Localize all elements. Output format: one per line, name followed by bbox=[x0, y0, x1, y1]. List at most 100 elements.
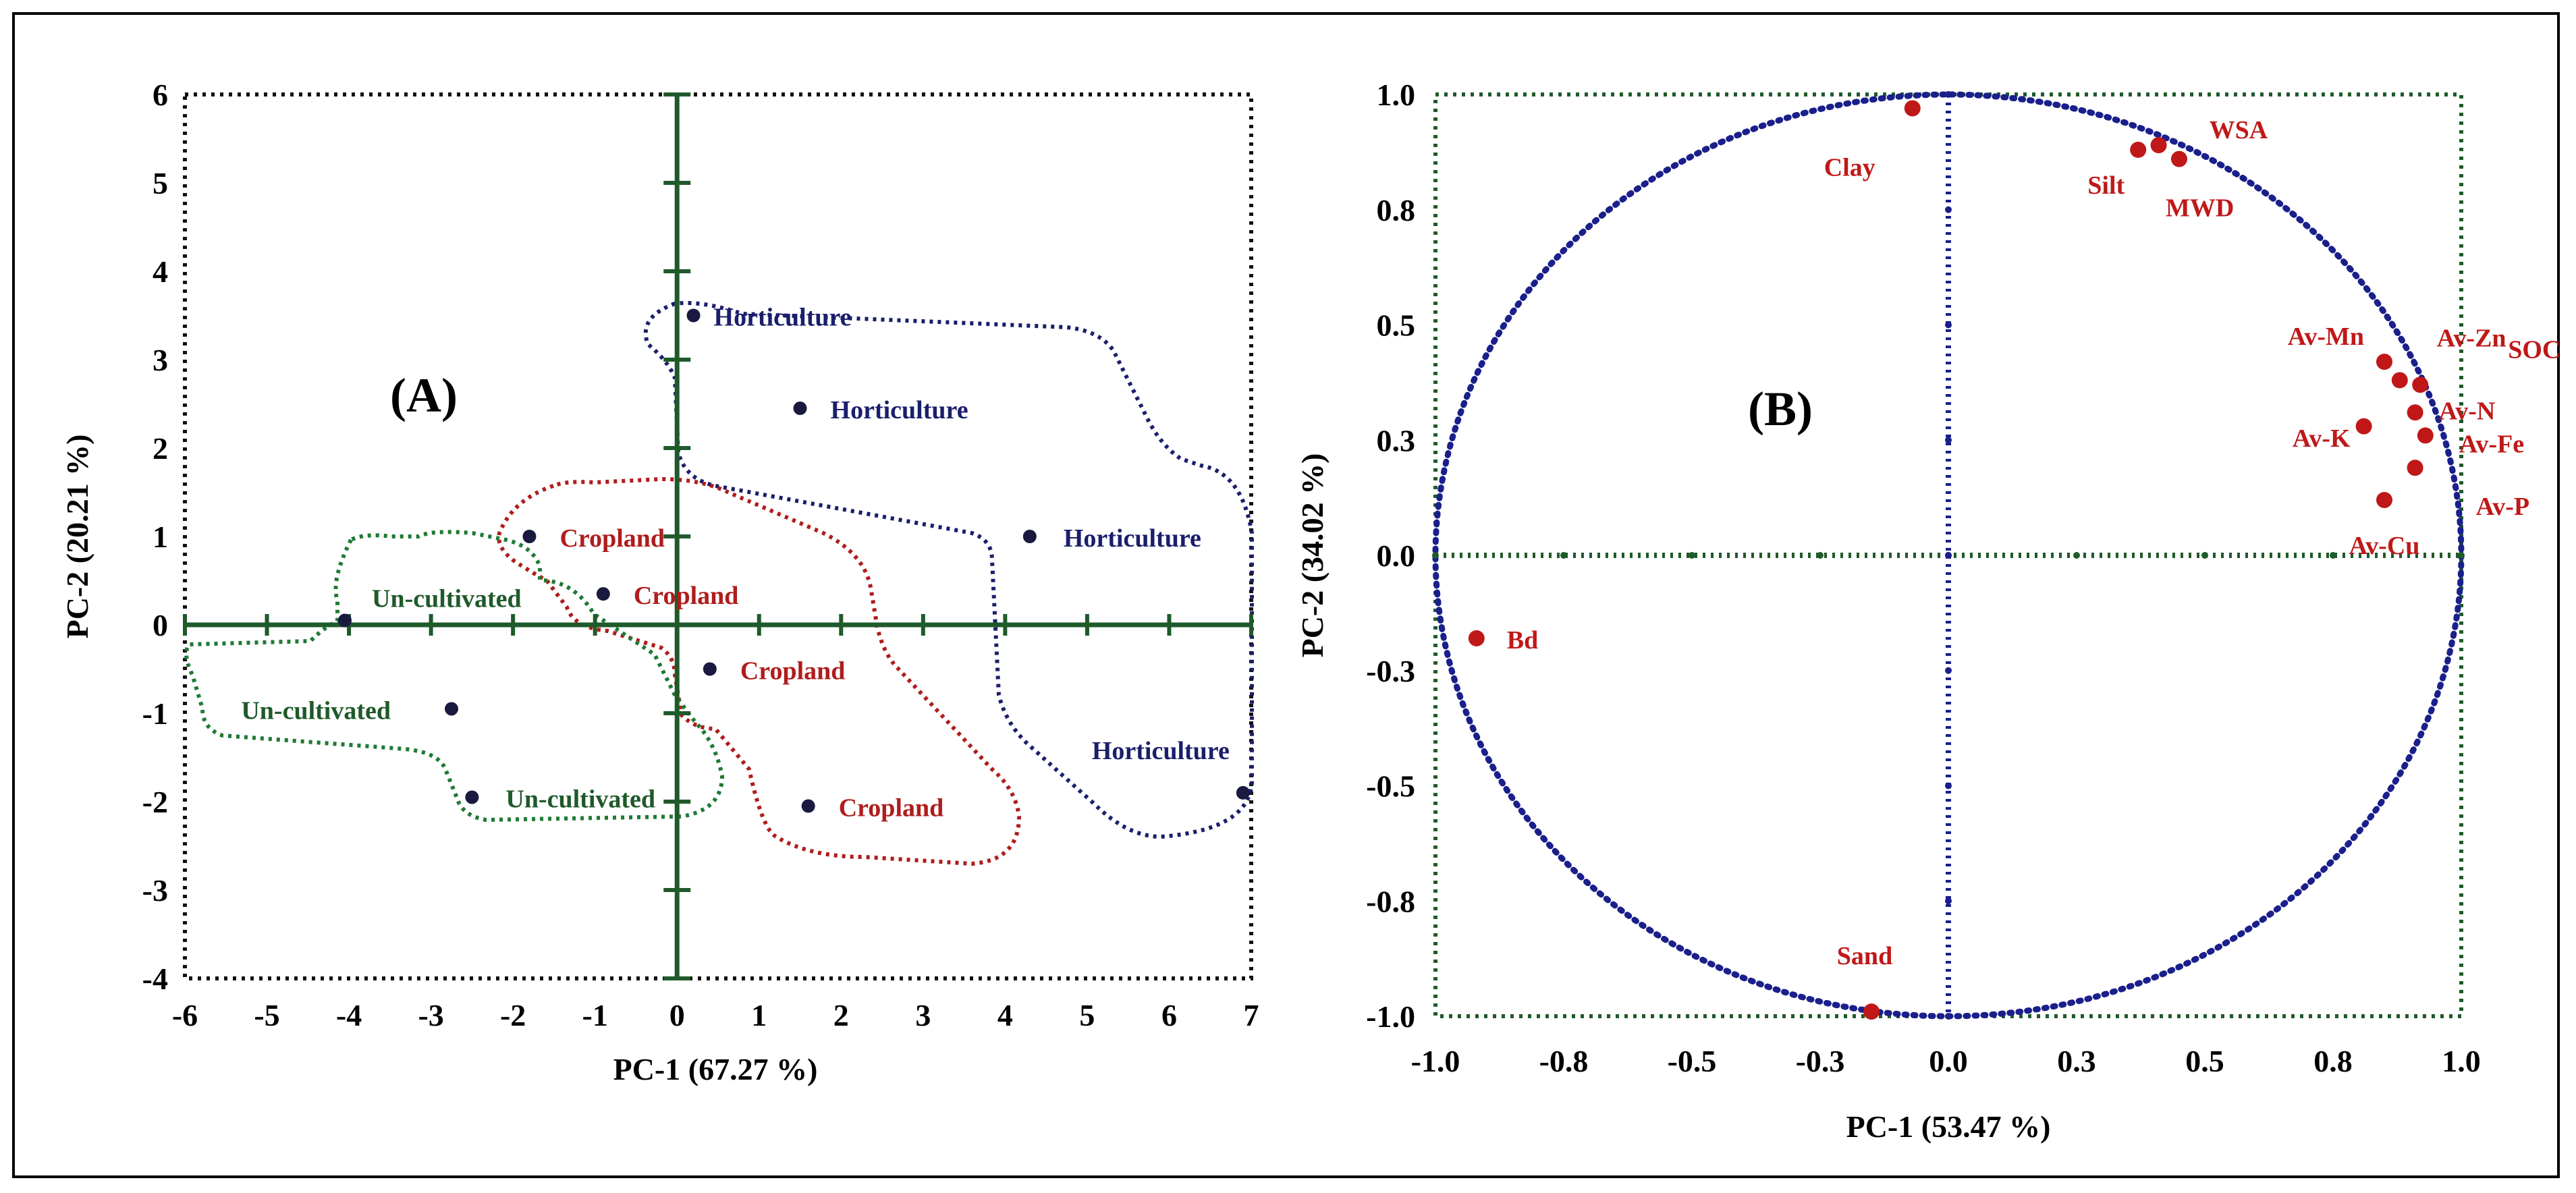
panel-a-score-point bbox=[686, 308, 701, 323]
panel-a-x-tick-label: 4 bbox=[997, 998, 1013, 1032]
panel-b-point-label: Bd bbox=[1507, 626, 1538, 655]
panel-b-x-tick-mark bbox=[1689, 552, 1695, 559]
panel-b-loading-point bbox=[2171, 150, 2187, 167]
panel-b-y-tick-mark bbox=[1945, 897, 1952, 905]
panel-b-loading-point bbox=[2130, 141, 2147, 158]
panel-a-point-label: Cropland bbox=[559, 524, 665, 553]
panel-b-loading-point bbox=[2407, 460, 2423, 476]
panel-a-x-tick-label: 1 bbox=[751, 998, 767, 1032]
panel-a-x-tick-label: -1 bbox=[582, 998, 608, 1032]
panel-b-y-tick-mark bbox=[1945, 782, 1952, 789]
panel-a-y-tick-label: -1 bbox=[142, 696, 168, 731]
panel-a-score-point bbox=[596, 587, 610, 601]
panel-b-y-tick-mark bbox=[1945, 1013, 1952, 1020]
panel-b-x-tick-label: 0.3 bbox=[2057, 1044, 2096, 1078]
panel-b-point-label: Av-Cu bbox=[2349, 532, 2420, 560]
panel-a-point-label: Cropland bbox=[634, 582, 739, 610]
panel-a-score-point bbox=[793, 401, 807, 416]
panel-a-y-tick-label: 4 bbox=[153, 254, 168, 289]
panel-a-y-tick-label: 6 bbox=[153, 78, 168, 112]
panel-b-x-tick-label: 1.0 bbox=[2442, 1044, 2481, 1078]
panel-b-point-label: Av-Fe bbox=[2459, 430, 2524, 458]
panel-b-x-tick-label: -0.5 bbox=[1668, 1044, 1717, 1078]
panel-b-point-label: Sand bbox=[1837, 942, 1892, 970]
uncultivated-outline bbox=[184, 530, 725, 823]
panel-b-y-tick-mark bbox=[1945, 91, 1952, 98]
panel-b-y-tick-label: 0.8 bbox=[1377, 193, 1416, 227]
panel-a-x-axis-label: PC-1 (67.27 %) bbox=[613, 1052, 818, 1086]
panel-a-y-tick-label: 0 bbox=[153, 608, 168, 642]
panel-b-x-tick-mark bbox=[2073, 552, 2080, 559]
panel-b-y-tick-label: -0.5 bbox=[1366, 769, 1415, 804]
panel-b-point-label: SOC bbox=[2508, 335, 2560, 364]
panel-b-x-tick-mark bbox=[1560, 552, 1567, 559]
panel-a-score-point bbox=[801, 799, 815, 813]
panel-a-point-label: Cropland bbox=[740, 657, 846, 686]
panel-a-score-point bbox=[445, 702, 458, 716]
panel-a-x-tick-label: -6 bbox=[172, 998, 198, 1032]
panel-b-point-label: Av-P bbox=[2476, 493, 2530, 521]
panel-a-x-tick-label: 5 bbox=[1079, 998, 1095, 1032]
panel-a-pca-scores: -6 -5 -4 -3 -2 -1 0 1 2 3 4 5 6 7 -4 -3 -2 -1 0 1 2 3 4 5 6 Hort… bbox=[60, 78, 1259, 1086]
panel-a-point-label: Un-cultivated bbox=[241, 696, 391, 725]
panel-b-point-label: Av-N bbox=[2439, 397, 2496, 425]
panel-a-point-label: Horticulture bbox=[1092, 737, 1230, 765]
panel-b-y-tick-label: 0.0 bbox=[1377, 538, 1416, 573]
panel-b-x-tick-mark bbox=[2458, 552, 2465, 559]
panel-a-y-tick-label: 5 bbox=[153, 166, 168, 200]
panel-b-y-tick-label: 1.0 bbox=[1377, 78, 1416, 112]
panel-b-y-tick-mark bbox=[1945, 552, 1952, 559]
panel-b-x-tick-mark bbox=[1817, 552, 1824, 559]
panel-a-x-tick-label: -2 bbox=[500, 998, 526, 1032]
panel-a-y-tick-label: -4 bbox=[142, 962, 168, 996]
panel-a-x-tick-label: 0 bbox=[669, 998, 685, 1032]
panel-b-point-label: MWD bbox=[2166, 194, 2234, 223]
panel-b-x-tick-label: -0.3 bbox=[1796, 1044, 1845, 1078]
panel-a-y-tick-label: 3 bbox=[153, 343, 168, 377]
panel-b-point-label: Clay bbox=[1824, 153, 1875, 182]
panel-b-x-tick-mark bbox=[2330, 552, 2336, 559]
panel-a-score-point bbox=[1236, 785, 1250, 800]
panel-b-loading-point bbox=[1863, 1003, 1880, 1020]
panel-b-loading-point bbox=[2150, 137, 2167, 154]
panel-b-y-tick-mark bbox=[1945, 437, 1952, 444]
panel-a-score-point bbox=[338, 613, 352, 628]
panel-b-x-tick-label: -0.8 bbox=[1539, 1044, 1589, 1078]
cropland-outline bbox=[497, 476, 1022, 866]
panel-b-loading-point bbox=[2391, 372, 2408, 389]
panel-a-y-tick-label: 2 bbox=[153, 431, 168, 466]
panel-b-loading-point bbox=[2417, 427, 2434, 444]
panel-a-x-tick-label: -5 bbox=[254, 998, 279, 1032]
panel-a-y-tick-label: -3 bbox=[142, 873, 168, 908]
panel-a-point-label: Horticulture bbox=[714, 304, 852, 332]
panel-b-y-tick-mark bbox=[1945, 321, 1952, 329]
panel-b-y-tick-label: -0.8 bbox=[1366, 884, 1415, 918]
panel-a-point-label: Un-cultivated bbox=[372, 584, 522, 613]
panel-b-loading-point bbox=[2376, 492, 2392, 509]
panel-b-point-label: Av-K bbox=[2293, 424, 2351, 453]
panel-a-score-point bbox=[522, 530, 537, 543]
panel-b-x-axis-label: PC-1 (53.47 %) bbox=[1846, 1109, 2051, 1144]
panel-a-plot-area bbox=[183, 92, 1253, 980]
panel-b-y-tick-label: 0.3 bbox=[1377, 423, 1416, 457]
panel-b-point-label: WSA bbox=[2210, 116, 2268, 144]
panel-a-x-tick-label: 2 bbox=[833, 998, 849, 1032]
panel-a-y-axis-label: PC-2 (20.21 %) bbox=[60, 435, 94, 639]
panel-b-y-tick-label: -0.3 bbox=[1366, 654, 1415, 688]
panel-b-x-tick-mark bbox=[1432, 552, 1439, 559]
panel-b-loading-point bbox=[1904, 100, 1921, 117]
panel-b-loading-point bbox=[1468, 630, 1485, 646]
panel-a-point-label: Horticulture bbox=[1064, 524, 1201, 553]
panel-a-y-tick-label: 1 bbox=[153, 520, 168, 554]
panel-b-title: (B) bbox=[1748, 382, 1813, 436]
panel-a-y-tick-label: -2 bbox=[142, 785, 168, 819]
panel-b-x-tick-label: -1.0 bbox=[1411, 1044, 1460, 1078]
panel-b-x-tick-label: 0.0 bbox=[1929, 1044, 1968, 1078]
panel-b-loading-point bbox=[2376, 354, 2392, 370]
panel-b-point-label: Av-Mn bbox=[2288, 323, 2364, 351]
panel-a-point-label: Horticulture bbox=[831, 396, 968, 424]
panel-b-pca-loadings: -1.0 -0.8 -0.5 -0.3 0.0 0.3 0.5 0.8 1.0 -1.0 -0.8 -… bbox=[1295, 78, 2560, 1144]
panel-a-x-tick-label: -3 bbox=[418, 998, 443, 1032]
panel-a-score-point bbox=[465, 790, 479, 804]
panel-a-score-point bbox=[1022, 530, 1037, 543]
